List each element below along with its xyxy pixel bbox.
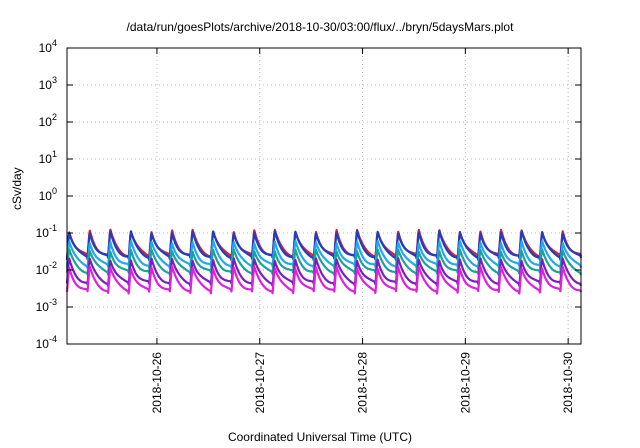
- y-tick-label: 103: [39, 75, 57, 92]
- series-line: [65, 265, 583, 295]
- y-axis-label: cSv/day: [10, 167, 24, 210]
- y-tick-label: 10-1: [36, 223, 57, 240]
- x-tick-label: 2018-10-26: [150, 352, 164, 414]
- y-tick-label: 10-4: [36, 334, 57, 351]
- y-axis: 10-4 10-3 10-2 10-1 100 101 102 103 104: [36, 38, 581, 351]
- y-tick-label: 10-2: [36, 260, 57, 277]
- y-tick-label: 104: [39, 38, 57, 55]
- y-tick-label: 101: [39, 149, 57, 166]
- y-tick-label: 102: [39, 112, 57, 129]
- x-tick-label: 2018-10-28: [356, 352, 370, 414]
- y-tick-label: 100: [39, 186, 57, 203]
- series-layer: [65, 228, 583, 295]
- series-line: [65, 239, 583, 270]
- x-tick-label: 2018-10-27: [253, 352, 267, 414]
- y-tick-label: 10-3: [36, 297, 57, 314]
- x-axis-label: Coordinated Universal Time (UTC): [227, 430, 413, 444]
- series-line: [65, 248, 583, 276]
- grid: [67, 48, 581, 344]
- x-axis: 2018-10-26 2018-10-27 2018-10-28 2018-10-29…: [150, 48, 575, 413]
- series-line: [65, 257, 583, 288]
- x-tick-label: 2018-10-30: [561, 352, 575, 414]
- chart-title: /data/run/goesPlots/archive/2018-10-30/0…: [126, 20, 514, 34]
- series-line: [65, 230, 583, 262]
- x-tick-label: 2018-10-29: [458, 352, 472, 414]
